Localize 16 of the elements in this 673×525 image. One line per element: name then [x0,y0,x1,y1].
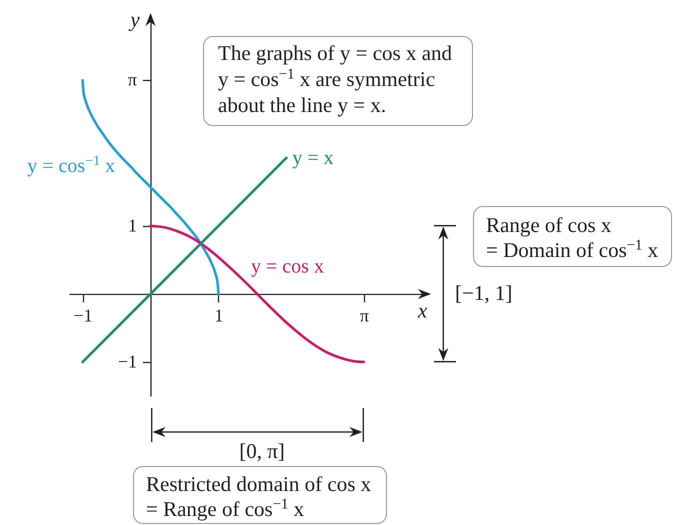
annotation: The graphs of y = cos x and y = cos$^{−1}$ x are symmetric about the line y = x. [203,36,473,126]
y-tick-label: π [128,70,138,90]
y-tick-label: 1 [128,215,138,236]
y-tick-label: −1 [118,351,138,372]
series-label: y = x [292,146,334,169]
text: [−1, 1] [455,280,512,306]
text: Range of cos x = Domain of cos$^{−1}$ x [473,206,672,267]
text: Restricted domain of cos x = Range of cos$^{−1}$ x [133,466,387,524]
y-axis-title: y [128,8,140,32]
text: [0, π] [239,438,285,464]
x-tick-label: −1 [74,305,93,326]
series-label: y = cos$^{−1}$ x [27,154,116,178]
x-axis-title: x [416,298,428,322]
x-tick-label: 1 [214,305,224,326]
x-tick-label: π [360,305,369,326]
series-label: y = cos x [251,255,324,278]
